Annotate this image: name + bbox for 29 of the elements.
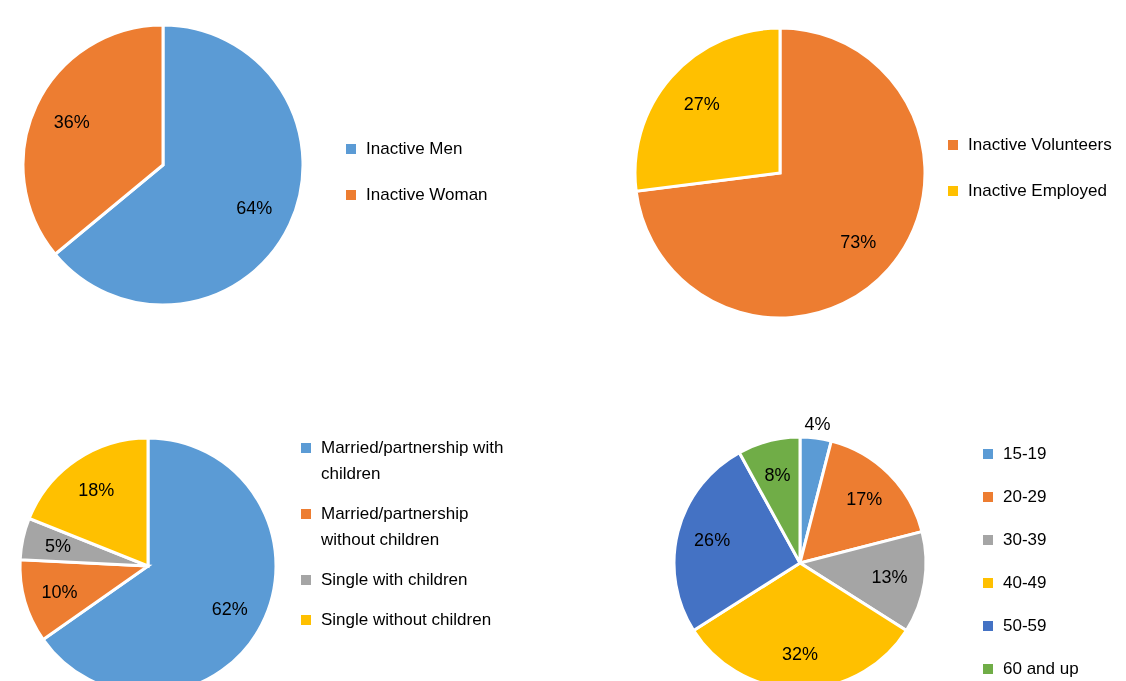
legend-label: Married/partnership without children: [321, 503, 470, 551]
legend-label: Inactive Woman: [366, 184, 488, 206]
data-label: 17%: [846, 488, 883, 509]
data-label: 62%: [211, 598, 248, 619]
legend-label: 30-39: [1003, 529, 1047, 551]
legend-label: Single with children: [321, 569, 468, 591]
legend-label: 40-49: [1003, 572, 1047, 594]
legend-label: 60 and up: [1003, 658, 1079, 680]
data-label: 27%: [683, 93, 720, 114]
data-label: 26%: [694, 530, 731, 551]
legend-label: 15-19: [1003, 443, 1047, 465]
data-label: 5%: [44, 536, 71, 557]
pie-slice: [634, 26, 927, 320]
data-label: 64%: [236, 197, 273, 218]
data-label: 73%: [840, 232, 877, 253]
data-label: 36%: [53, 112, 90, 133]
legend-label: Inactive Volunteers: [968, 134, 1112, 156]
legend-label: 50-59: [1003, 615, 1047, 637]
data-label: 4%: [804, 414, 831, 435]
legend-label: Married/partnership with children: [321, 437, 505, 485]
data-label: 32%: [781, 643, 819, 664]
legend-label: 20-29: [1003, 486, 1047, 508]
data-label: 18%: [78, 479, 115, 500]
data-label: 13%: [871, 567, 908, 588]
legend-label: Inactive Men: [366, 138, 463, 160]
legend-label: Single without children: [321, 609, 492, 631]
legend-label: Inactive Employed: [968, 180, 1107, 202]
data-label: 8%: [764, 465, 791, 486]
data-label: 10%: [41, 581, 78, 602]
